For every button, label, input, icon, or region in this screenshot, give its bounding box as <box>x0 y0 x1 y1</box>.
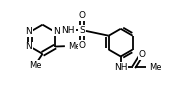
Text: NH: NH <box>61 26 75 35</box>
Text: Me: Me <box>69 42 81 51</box>
Text: N: N <box>25 27 32 36</box>
Text: O: O <box>79 11 86 20</box>
Text: Me: Me <box>29 61 41 70</box>
Text: O: O <box>138 50 145 59</box>
Text: Me: Me <box>149 63 161 72</box>
Text: S: S <box>79 26 85 35</box>
Text: O: O <box>79 41 86 50</box>
Text: N: N <box>25 42 32 51</box>
Text: N: N <box>53 27 60 36</box>
Text: NH: NH <box>114 63 127 72</box>
